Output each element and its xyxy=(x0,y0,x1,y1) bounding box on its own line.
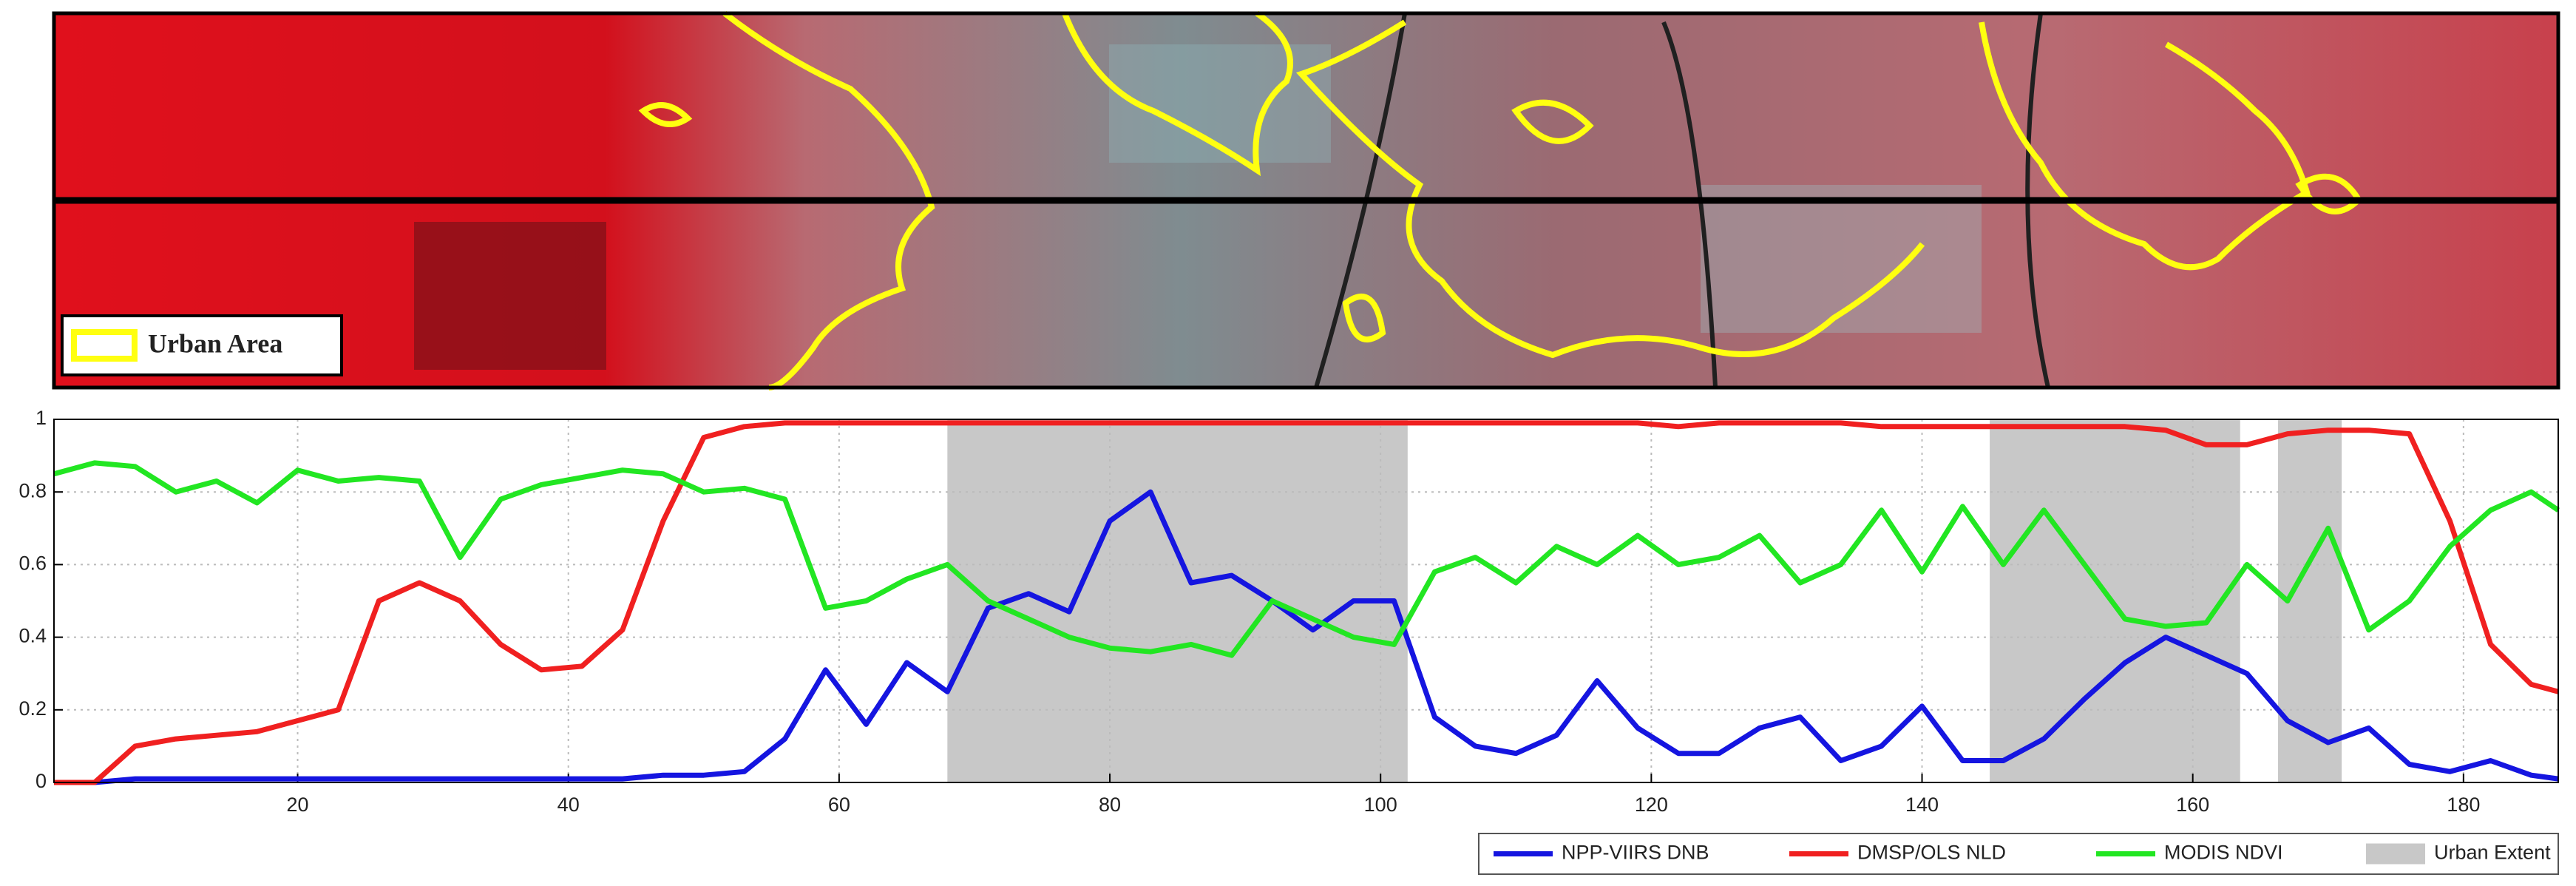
image-patch xyxy=(1109,44,1331,163)
legend-label: MODIS NDVI xyxy=(2164,842,2283,864)
y-tick-label: 1 xyxy=(35,407,47,429)
image-legend-label: Urban Area xyxy=(148,328,282,358)
series-line xyxy=(53,460,2560,658)
x-tick-label: 20 xyxy=(287,794,309,816)
series-line xyxy=(54,489,2559,785)
x-tick-label: 100 xyxy=(1364,794,1397,816)
image-frame xyxy=(52,11,2560,390)
image-road xyxy=(1314,13,2050,388)
legend-label: DMSP/OLS NLD xyxy=(1857,842,2006,864)
legend-label: Urban Extent xyxy=(2434,842,2551,864)
image-patch xyxy=(414,222,606,370)
image-patch xyxy=(1701,185,1982,333)
image-legend-swatch xyxy=(71,329,138,362)
y-tick-label: 0.4 xyxy=(18,625,47,647)
x-tick-label: 60 xyxy=(828,794,850,816)
satellite-image: Urban Area xyxy=(52,10,2560,390)
x-tick-label: 80 xyxy=(1099,794,1121,816)
urban-extent-band xyxy=(947,419,1408,782)
urban-extent-band xyxy=(1990,419,2240,782)
x-tick-label: 120 xyxy=(1635,794,1668,816)
x-tick-label: 160 xyxy=(2176,794,2209,816)
y-tick-label: 0 xyxy=(35,770,47,792)
y-tick-label: 0.6 xyxy=(18,552,47,575)
y-tick-label: 0.8 xyxy=(18,479,47,501)
axes-frame xyxy=(53,419,2559,783)
legend-swatch xyxy=(2366,843,2425,865)
image-legend-box xyxy=(61,314,343,376)
y-tick-label: 0.2 xyxy=(18,697,47,720)
x-tick-label: 40 xyxy=(557,794,580,816)
x-tick-label: 140 xyxy=(1905,794,1939,816)
x-tick-label: 180 xyxy=(2447,794,2480,816)
legend-label: NPP-VIIRS DNB xyxy=(1562,842,1709,864)
series-line xyxy=(54,420,2559,785)
